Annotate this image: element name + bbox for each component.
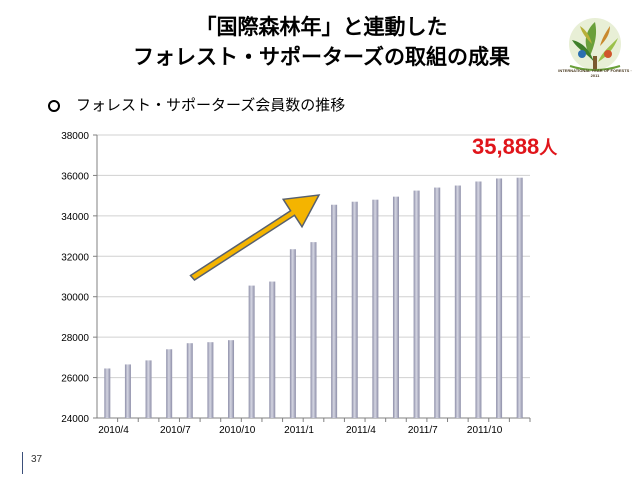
- bar-2010-5: [124, 364, 131, 418]
- bar-2010-11: [248, 285, 255, 418]
- bar-2010-4: [104, 368, 111, 418]
- y-axis-tick-labels: 24000 26000 28000 30000 32000 34000 36000 38000: [61, 131, 89, 425]
- x-tick-label: 2010/4: [98, 425, 129, 436]
- y-tick-label: 30000: [61, 293, 89, 304]
- chart-subtitle: フォレスト・サポーターズ会員数の推移: [48, 94, 345, 115]
- trend-arrow: [189, 194, 321, 281]
- slide-title-line2: フォレスト・サポーターズの取組の成果: [133, 45, 510, 69]
- total-members-callout: 35,888人: [472, 134, 557, 160]
- bar-2010-10: [228, 340, 235, 418]
- chart-subtitle-text: フォレスト・サポーターズ会員数の推移: [76, 96, 346, 114]
- x-tick-label: 2011/1: [284, 425, 314, 436]
- bar-2010-6: [145, 360, 152, 418]
- bullet-circle-icon: [48, 100, 60, 112]
- y-tick-label: 38000: [61, 131, 89, 142]
- trend-arrow-shape: [189, 194, 321, 281]
- bar-2011-1: [289, 249, 296, 418]
- bar-2011-5: [372, 199, 379, 418]
- bar-2011-3: [331, 204, 338, 418]
- international-year-of-forests-logo: [569, 18, 621, 71]
- bar-2010-8: [186, 343, 193, 418]
- y-tick-label: 32000: [61, 252, 89, 263]
- bar-2010-12: [269, 281, 276, 418]
- bar-2010-7: [166, 349, 173, 418]
- y-tick-label: 34000: [61, 212, 89, 223]
- slide-title-line1: 「国際森林年」と連動した: [195, 15, 448, 39]
- bar-2011-7: [413, 190, 420, 418]
- footer-divider: [22, 452, 31, 474]
- x-tick-label: 2010/7: [160, 425, 191, 436]
- y-tick-label: 28000: [61, 333, 89, 344]
- y-tick-label: 26000: [61, 374, 89, 385]
- bar-2011-12: [516, 177, 523, 418]
- x-tick-label: 2010/10: [219, 425, 256, 436]
- x-axis-tick-labels: 2010/4 2010/7 2010/10 2011/1 2011/4 2011/7 201…: [98, 418, 531, 436]
- logo-caption: INTERNATIONAL YEAR OF FORESTS · 2011: [558, 68, 632, 78]
- x-tick-label: 2011/10: [467, 425, 503, 436]
- bar-2011-10: [475, 181, 482, 418]
- page-number: 37: [31, 454, 43, 465]
- bar-2011-8: [434, 187, 441, 418]
- bar-2011-2: [310, 242, 317, 418]
- bar-2011-11: [496, 178, 503, 418]
- total-members-unit: 人: [539, 138, 558, 159]
- bar-2011-4: [351, 201, 358, 418]
- bar-2011-6: [392, 196, 399, 418]
- x-tick-label: 2011/7: [408, 425, 438, 436]
- bar-2011-9: [454, 185, 461, 418]
- total-members-value: 35,888: [472, 134, 540, 159]
- bar-2010-9: [207, 342, 214, 418]
- y-tick-label: 24000: [61, 414, 89, 425]
- x-tick-label: 2011/4: [346, 425, 376, 436]
- bars: [104, 177, 523, 418]
- y-tick-label: 36000: [61, 171, 89, 182]
